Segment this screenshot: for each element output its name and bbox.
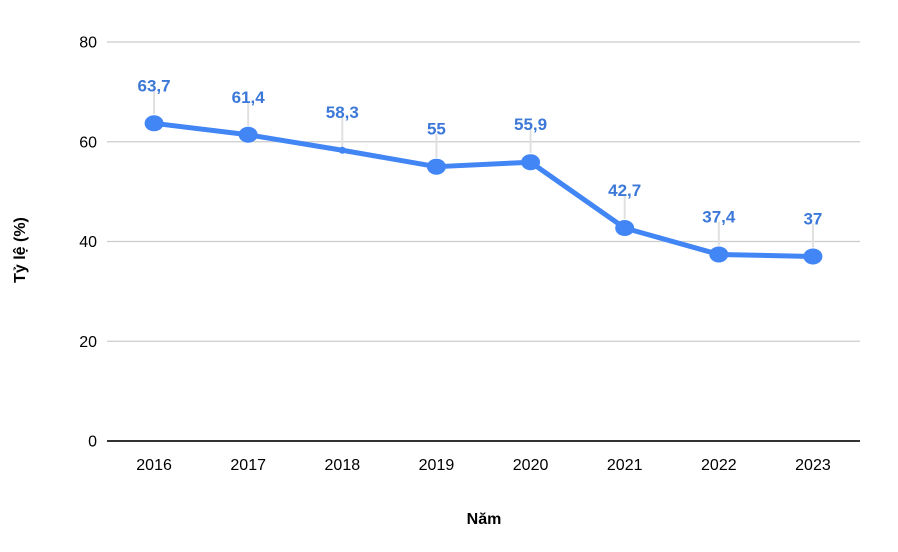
data-point-label: 42,7 — [608, 181, 641, 200]
data-point-marker — [615, 220, 635, 237]
data-point-label: 58,3 — [326, 103, 359, 122]
data-point-label: 37 — [803, 209, 822, 228]
x-axis-title: Năm — [466, 511, 502, 528]
data-point-label: 63,7 — [138, 76, 171, 95]
y-tick-label: 80 — [79, 35, 97, 52]
data-point-label: 55,9 — [514, 115, 547, 134]
x-tick-label: 2023 — [795, 457, 831, 474]
x-tick-label: 2020 — [513, 457, 549, 474]
series-line — [151, 120, 816, 259]
y-tick-label: 20 — [79, 334, 97, 351]
y-axis-title: Tỷ lệ (%) — [12, 217, 29, 283]
x-tick-label: 2016 — [136, 457, 172, 474]
y-tick-label: 0 — [88, 434, 97, 451]
y-tick-label: 60 — [79, 134, 97, 151]
x-tick-label: 2021 — [607, 457, 643, 474]
data-point-marker — [238, 126, 258, 143]
data-point-label: 61,4 — [232, 88, 266, 107]
data-point-marker — [338, 146, 346, 154]
x-tick-label: 2017 — [230, 457, 266, 474]
x-tick-label: 2018 — [325, 457, 361, 474]
x-tick-label: 2019 — [419, 457, 455, 474]
data-point-marker — [709, 246, 729, 263]
data-point-marker — [521, 154, 541, 171]
y-tick-label: 40 — [79, 234, 97, 251]
x-tick-label: 2022 — [701, 457, 737, 474]
data-point-label: 37,4 — [702, 207, 736, 226]
data-point-label: 55 — [427, 120, 446, 139]
data-point-marker — [803, 248, 823, 265]
data-point-marker — [144, 115, 164, 132]
data-point-marker — [426, 158, 446, 175]
